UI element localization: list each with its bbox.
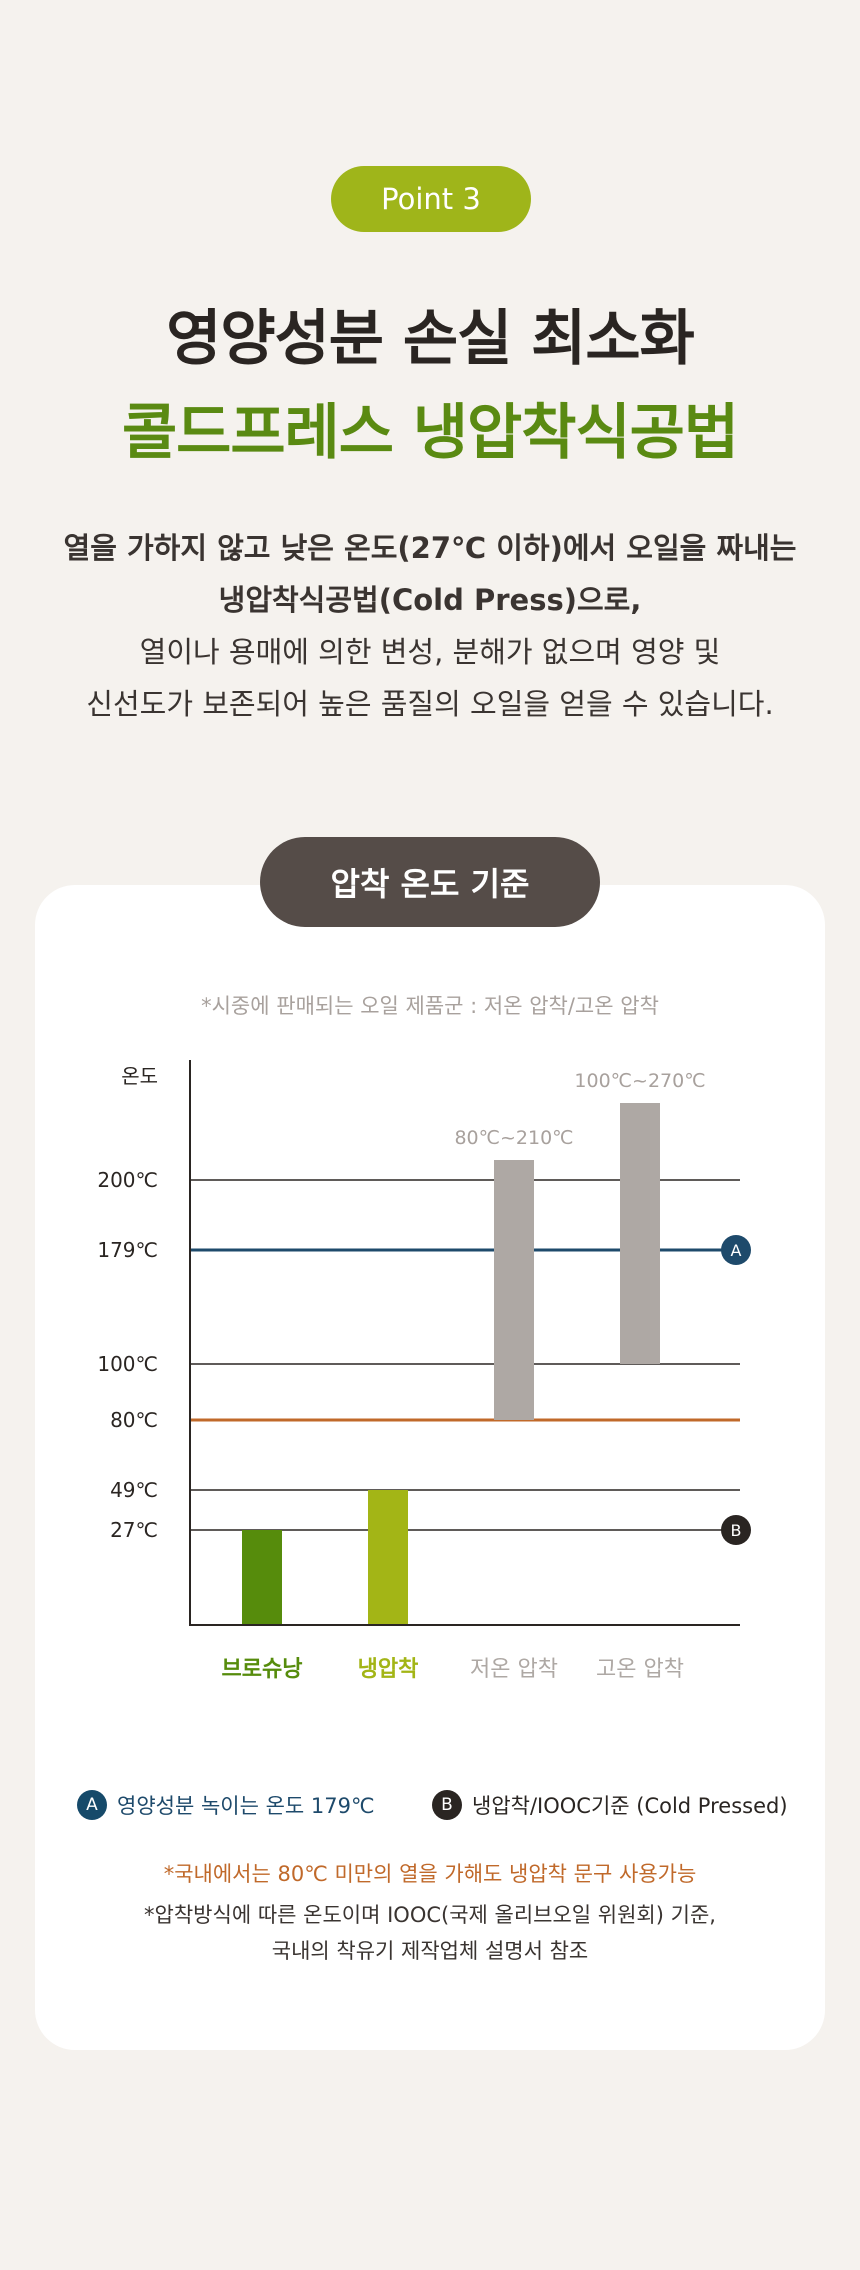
chart-subnote: *시중에 판매되는 오일 제품군 : 저온 압착/고온 압착 [201,994,659,1018]
page-title: 영양성분 손실 최소화 [166,304,695,374]
y-tick-label-27: 27℃ [110,1518,158,1542]
page-subtitle: 콜드프레스 냉압착식공법 [121,398,739,468]
y-tick-label-80: 80℃ [110,1408,158,1432]
description-line-4: 신선도가 보존되어 높은 품질의 오일을 얻을 수 있습니다. [86,687,774,721]
legend-b-marker: B [432,1790,462,1820]
y-tick-label-49: 49℃ [110,1478,158,1502]
bar-label-4: 100℃~270℃ [574,1070,705,1092]
x-tick-label-2: 냉압착 [358,1657,419,1682]
x-tick-label-1: 브로슈낭 [222,1657,303,1682]
note-reference: *압착방식에 따른 온도이며 IOOC(국제 올리브오일 위원회) 기준, 국내… [0,1897,860,1969]
legend-a-label: 영양성분 녹이는 온도 179℃ [117,1794,375,1818]
bar-3 [494,1160,534,1420]
description-line-2: 냉압착식공법(Cold Press)으로, [218,583,642,617]
bar-2 [368,1490,408,1625]
description-line-1: 열을 가하지 않고 낮은 온도(27℃ 이하)에서 오일을 짜내는 [63,531,797,565]
note-reference-line-1: *압착방식에 따른 온도이며 IOOC(국제 올리브오일 위원회) 기준, [144,1903,716,1927]
x-tick-label-3: 저온 압착 [470,1657,558,1682]
legend-b-label: 냉압착/IOOC기준 (Cold Pressed) [472,1794,788,1818]
bar-4 [620,1103,660,1364]
marker-b-label: B [731,1521,742,1540]
bar-label-3: 80℃~210℃ [454,1127,573,1149]
marker-b-circle [721,1515,751,1545]
description: 열을 가하지 않고 낮은 온도(27℃ 이하)에서 오일을 짜내는 냉압착식공법… [0,522,860,730]
x-tick-label-4: 고온 압착 [596,1657,684,1682]
marker-a-label: A [731,1241,742,1260]
bar-1 [242,1530,282,1625]
y-tick-label-200: 200℃ [97,1168,158,1192]
point-badge: Point 3 [331,166,531,232]
note-reference-line-2: 국내의 착유기 제작업체 설명서 참조 [271,1939,589,1963]
note-domestic: *국내에서는 80℃ 미만의 열을 가해도 냉압착 문구 사용가능 [163,1862,697,1886]
y-tick-label-179: 179℃ [97,1238,158,1262]
legend-a-marker: A [77,1790,107,1820]
section-title: 압착 온도 기준 [260,837,600,927]
y-tick-label-100: 100℃ [97,1352,158,1376]
y-axis-title: 온도 [121,1064,158,1088]
description-line-3: 열이나 용매에 의한 변성, 분해가 없으며 영양 및 [139,635,721,669]
legend-item-a: A 영양성분 녹이는 온도 179℃ [77,1787,375,1823]
legend-item-b: B 냉압착/IOOC기준 (Cold Pressed) [432,1787,788,1823]
chart-card [35,885,825,2050]
marker-a-circle [721,1235,751,1265]
